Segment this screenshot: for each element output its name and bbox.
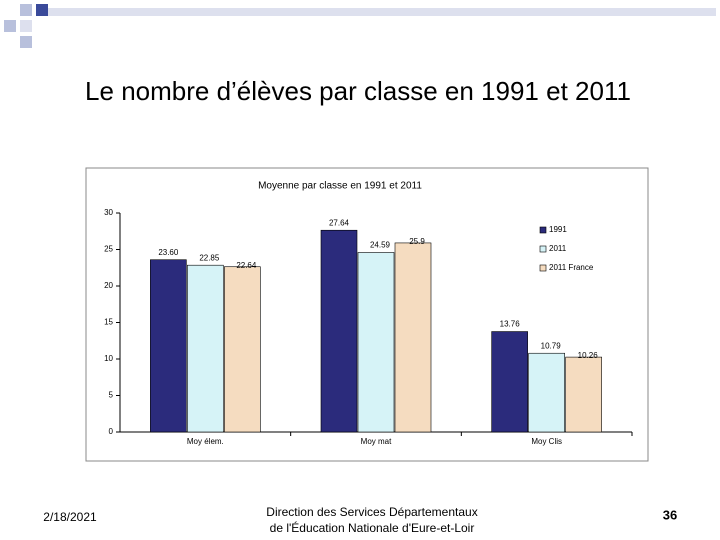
legend-swatch [539, 264, 547, 272]
y-tick-label: 20 [104, 281, 113, 290]
footer-line: de l'Éducation Nationale d'Eure-et-Loir [270, 520, 475, 535]
chart-title: Moyenne par classe en 1991 et 2011 [258, 181, 422, 192]
date: 2/18/2021 [43, 510, 97, 524]
value-label: 10.79 [541, 341, 562, 350]
bar [187, 264, 224, 433]
value-label: 24.59 [370, 241, 391, 250]
bar [394, 242, 432, 433]
bar [357, 252, 395, 433]
bar [320, 229, 358, 433]
y-tick-label: 25 [104, 245, 113, 254]
bar [224, 266, 261, 433]
value-label: 10.26 [578, 351, 599, 360]
value-label: 22.85 [199, 253, 220, 262]
legend-swatch [539, 226, 547, 234]
bar [491, 331, 528, 433]
legend-label: 2011 France [549, 263, 594, 272]
bar [150, 259, 187, 433]
page-number: 36 [663, 507, 677, 522]
bar [565, 356, 602, 433]
legend-label: 1991 [549, 225, 567, 234]
x-tick-label: Moy Clis [531, 437, 562, 446]
y-tick-label: 15 [104, 318, 113, 327]
value-label: 13.76 [500, 320, 521, 329]
legend-swatch [539, 245, 547, 253]
value-label: 23.60 [158, 248, 179, 257]
y-tick-label: 30 [104, 208, 113, 217]
y-tick-label: 0 [109, 427, 114, 436]
legend-label: 2011 [549, 244, 567, 253]
footer-line: Direction des Services Départementaux [266, 505, 477, 519]
x-tick-label: Moy mat [361, 437, 392, 446]
value-label: 27.64 [329, 218, 350, 227]
bar [528, 352, 565, 433]
y-tick-label: 5 [109, 391, 114, 400]
value-label: 22.64 [236, 261, 257, 270]
corner-decoration [4, 4, 716, 48]
y-tick-label: 10 [104, 354, 113, 363]
value-label: 25.9 [409, 237, 425, 246]
x-tick-label: Moy élem. [187, 437, 224, 446]
slide-title: Le nombre d’élèves par classe en 1991 et… [85, 76, 631, 106]
